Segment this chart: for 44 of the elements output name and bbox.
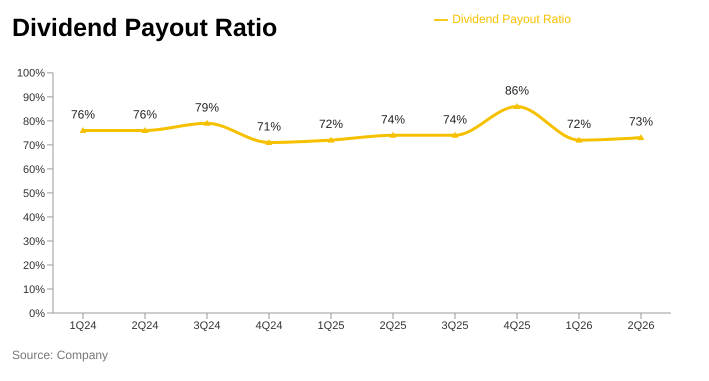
text: 79% [194,100,220,114]
x-tick-label: 2Q24 [132,320,158,332]
y-tick-label: 50% [22,188,46,200]
x-tick-label: 1Q26 [566,320,592,332]
x-tick-label: 2Q26 [628,320,654,332]
point [204,120,210,126]
text: 72% [566,117,592,132]
x-tick-label: 4Q25 [504,320,530,332]
x-tick-label: 4Q24 [256,320,282,332]
legend-label: Dividend Payout Ratio [452,12,571,26]
point [638,134,644,140]
point [328,136,334,143]
text: 76% [70,107,96,122]
x-tick-label: 1Q24 [70,320,96,332]
y-tick-label: 10% [22,284,46,296]
point [576,136,582,143]
point [266,138,272,145]
x-tick-label: 2Q25 [380,320,406,332]
source-note: Source: Company [12,348,108,362]
text: 71% [256,119,282,134]
point [142,126,148,133]
text: 74% [442,112,468,126]
y-tick-label: 20% [22,260,46,272]
y-tick-label: 100% [16,68,46,80]
point [452,132,458,138]
point [514,102,520,109]
point [390,132,396,138]
text: 73% [628,114,654,129]
y-tick-label: 0% [29,308,46,320]
y-tick-label: 40% [22,212,46,224]
y-tick-label: 90% [22,92,46,104]
point [80,126,86,133]
y-tick-label: 60% [22,164,46,176]
x-tick-label: 1Q25 [318,320,344,332]
text: 86% [504,83,530,98]
text: 74% [380,112,406,126]
y-tick-label: 80% [22,116,46,128]
x-tick-label: 3Q25 [442,320,468,332]
y-tick-label: 30% [22,236,46,248]
chart-title: Dividend Payout Ratio [12,14,278,43]
text: 72% [318,117,344,132]
x-tick-label: 3Q24 [194,320,220,332]
y-tick-label: 70% [22,140,46,152]
text: 76% [132,107,158,122]
